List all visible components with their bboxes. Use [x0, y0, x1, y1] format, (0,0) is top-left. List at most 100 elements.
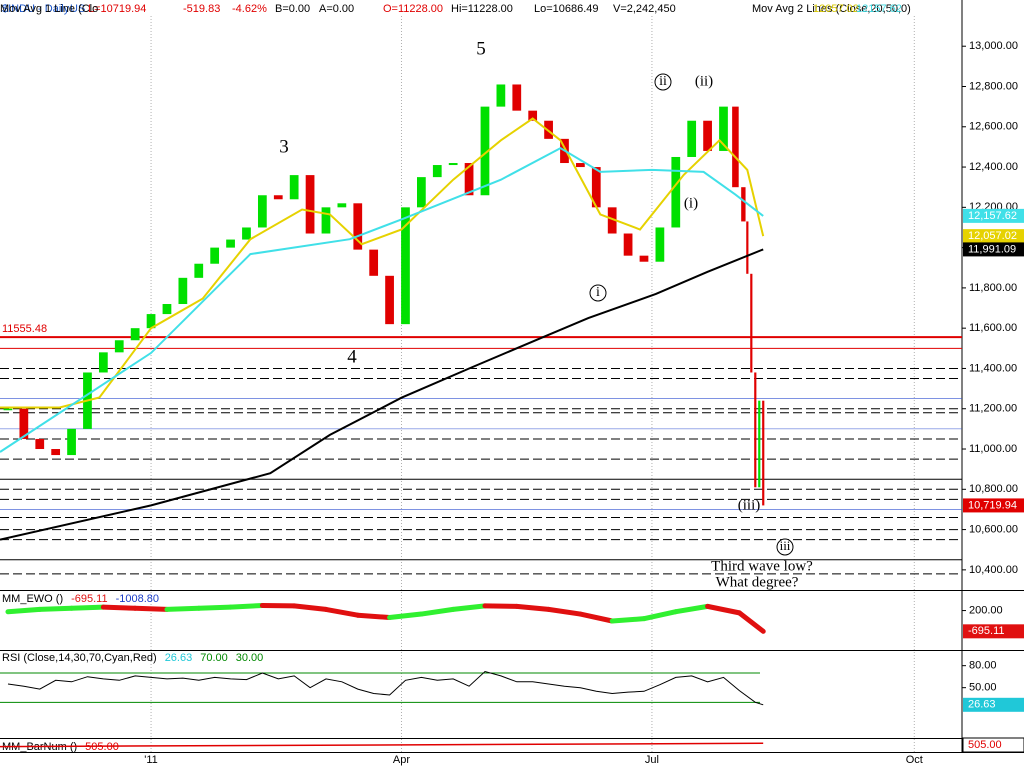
candle	[512, 84, 522, 111]
oscillator-segment	[228, 602, 265, 610]
y-tick-label: 12,800.00	[969, 80, 1018, 92]
oscillator-segment	[164, 605, 202, 612]
header-item: L=10719.94	[88, 3, 146, 15]
y-tick-label: 11,000.00	[969, 443, 1017, 455]
moving-average	[0, 248, 764, 541]
annotation: Third wave low?	[711, 558, 813, 574]
candle	[337, 203, 347, 208]
header-item: Mov Avg 2 Lines (Close,20,50,0)	[752, 3, 911, 15]
y-tick-label: 11,600.00	[969, 322, 1017, 334]
candle	[226, 239, 235, 248]
oscillator-segment	[736, 610, 766, 634]
annotation: What degree?	[716, 574, 799, 590]
candle	[623, 233, 633, 256]
oscillator-segment	[37, 605, 75, 612]
oscillator-segment	[196, 604, 234, 611]
header-item: Mov Avg 1 Line (Clo	[0, 3, 98, 15]
candle	[289, 175, 299, 200]
candle	[432, 165, 442, 178]
candle	[321, 207, 331, 234]
candle	[98, 352, 108, 373]
header-item: B=0.00	[275, 3, 310, 15]
x-tick-label: Oct	[906, 754, 923, 766]
candle	[464, 163, 474, 196]
candle	[210, 247, 220, 264]
candle	[703, 120, 712, 151]
annotation: (i)	[684, 195, 698, 211]
candle	[746, 221, 749, 274]
y-tick-label: 10,600.00	[969, 523, 1018, 535]
header-item: -4.62%	[232, 3, 267, 15]
candle	[194, 263, 204, 278]
last-value-label: 12,157.62	[968, 210, 1017, 222]
last-value-label: 26.63	[968, 699, 996, 711]
last-value-box	[963, 208, 1024, 223]
candle	[741, 187, 746, 222]
annotation: i	[596, 285, 600, 300]
candle	[353, 203, 363, 250]
candle	[655, 227, 665, 262]
candle	[130, 328, 140, 341]
candle	[67, 428, 76, 456]
annotation-circle	[589, 284, 607, 302]
candle	[19, 408, 29, 439]
panel-value: 505.00	[85, 741, 119, 753]
header-item: A=0.00	[319, 3, 354, 15]
y-tick-label: 11,200.00	[969, 403, 1017, 415]
annotation: 3	[279, 136, 289, 157]
last-value-box	[963, 229, 1024, 244]
y-tick-label: 200.00	[969, 604, 1003, 616]
moving-average	[0, 117, 765, 409]
last-value-box	[963, 624, 1024, 639]
oscillator-segment	[355, 612, 393, 621]
oscillator-segment	[323, 606, 361, 618]
y-tick-label: 50.00	[969, 682, 997, 694]
candle	[448, 163, 458, 166]
y-tick-label: 80.00	[969, 660, 997, 672]
candle	[639, 255, 649, 262]
candle	[576, 163, 585, 168]
candle	[671, 156, 681, 228]
oscillator-segment	[418, 606, 456, 617]
annotation: iii	[780, 538, 791, 553]
candle	[273, 195, 283, 200]
candle	[754, 372, 757, 488]
candle	[178, 277, 188, 305]
candle	[758, 400, 761, 488]
last-value-label: 12,057.02	[968, 230, 1017, 242]
oscillator-segment	[673, 603, 711, 615]
y-tick-label: 13,000.00	[969, 40, 1018, 52]
candle	[51, 449, 61, 456]
oscillator-segment	[132, 605, 170, 612]
oscillator-segment	[5, 606, 43, 615]
oscillator-segment	[450, 603, 488, 612]
panel-value: 30.00	[236, 652, 264, 664]
candle	[762, 400, 765, 506]
y-tick-label: 11,800.00	[969, 282, 1017, 294]
panel-title: MM_EWO ()	[2, 593, 63, 605]
annotation: 4	[347, 346, 357, 367]
last-value-box	[963, 498, 1024, 513]
annotation: ii	[659, 74, 667, 89]
candle	[607, 207, 617, 234]
oscillator-segment	[100, 604, 138, 611]
panel-title: RSI (Close,14,30,70,Cyan,Red)	[2, 652, 157, 664]
annotation-circle	[776, 538, 794, 556]
candle	[146, 314, 156, 329]
oscillator-segment	[705, 603, 742, 616]
last-value-label: 505.00	[968, 739, 1002, 751]
header-item: Hi=11228.00	[451, 3, 513, 15]
x-tick-label: Apr	[393, 754, 410, 766]
candle	[416, 177, 426, 208]
header-item: 12157.62	[856, 3, 902, 15]
marker-line-label: 11555.48	[2, 323, 47, 335]
oscillator-segment	[387, 611, 424, 621]
candle	[528, 110, 538, 121]
candle	[305, 175, 315, 234]
panel-value: 70.00	[200, 652, 228, 664]
y-tick-label: 10,800.00	[969, 483, 1018, 495]
candle	[732, 106, 739, 188]
oscillator-segment	[609, 616, 647, 624]
